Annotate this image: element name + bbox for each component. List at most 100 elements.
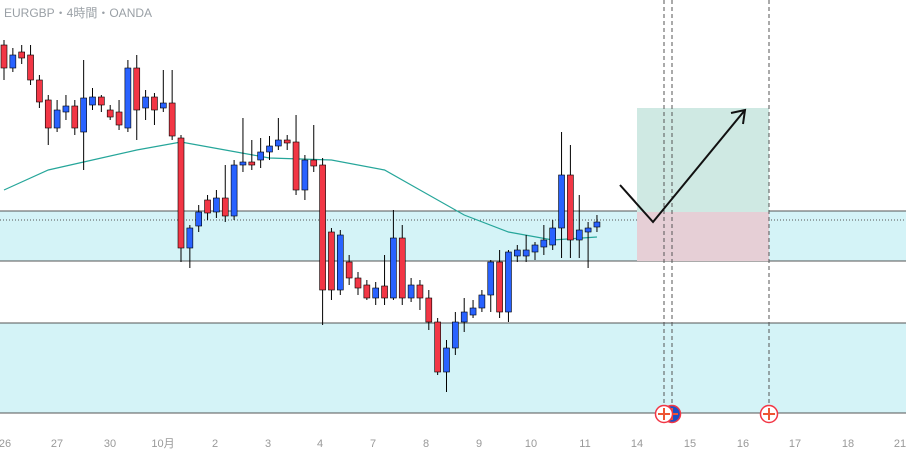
candle-body — [310, 159, 318, 167]
candle — [407, 278, 415, 302]
candle-body — [230, 164, 238, 217]
candle — [62, 95, 70, 120]
candle — [257, 138, 264, 168]
candle-body — [221, 197, 229, 217]
candle-body — [44, 99, 52, 129]
candle — [195, 205, 202, 232]
x-axis-tick-label: 3 — [265, 438, 271, 450]
candle-body — [62, 105, 70, 113]
candle-body — [257, 151, 264, 161]
candle-body — [478, 294, 486, 309]
candle — [398, 225, 406, 305]
candle — [53, 100, 61, 132]
candle — [567, 145, 574, 258]
candle — [575, 195, 583, 258]
x-axis-tick-label: 18 — [842, 438, 854, 450]
candle — [469, 300, 477, 318]
forecast-arrow — [619, 109, 746, 224]
flag-cross — [763, 408, 775, 420]
candle-body — [204, 199, 211, 214]
candle-body — [416, 284, 424, 299]
x-axis-tick-label: 17 — [789, 438, 801, 450]
candle-body — [239, 161, 247, 166]
candle-body — [575, 229, 583, 241]
candle-body — [522, 249, 530, 257]
x-axis-tick-label: 30 — [104, 438, 116, 450]
candle-body — [301, 159, 309, 191]
candle — [549, 220, 557, 250]
candle-body — [89, 96, 96, 106]
candle — [452, 312, 459, 355]
x-axis-tick-label: 16 — [737, 438, 749, 450]
candle — [425, 290, 433, 330]
candle — [283, 135, 291, 150]
candle — [513, 245, 521, 262]
candle — [593, 215, 601, 232]
candle — [558, 132, 565, 258]
candle — [336, 230, 344, 295]
candle — [168, 70, 176, 140]
arrow-head-icon — [730, 108, 747, 125]
candle-body — [80, 97, 87, 133]
candle — [106, 105, 114, 120]
candle-body — [18, 51, 26, 59]
candle — [36, 75, 43, 108]
candle-body — [71, 105, 79, 129]
candle — [18, 45, 26, 64]
candle-body — [567, 174, 574, 241]
candle — [460, 298, 468, 332]
candle — [230, 160, 238, 220]
candle — [478, 290, 486, 312]
candle-body — [513, 249, 521, 257]
x-axis-tick-label: 15 — [684, 438, 696, 450]
candle — [584, 222, 592, 268]
candle-body — [115, 111, 123, 126]
candle — [275, 118, 282, 150]
flag-cross — [658, 408, 670, 420]
candle — [27, 45, 34, 85]
candle-body — [452, 321, 459, 349]
candle — [248, 140, 256, 170]
candle — [531, 242, 539, 260]
candle — [505, 250, 512, 322]
candle — [9, 48, 17, 72]
x-axis-tick-label: 21 — [894, 438, 906, 450]
candle — [266, 136, 273, 160]
candle — [239, 118, 247, 172]
x-axis-tick-label: 10月 — [151, 438, 174, 450]
candle-body — [142, 96, 149, 109]
candle — [487, 260, 495, 312]
x-axis-tick-label: 10 — [525, 438, 537, 450]
candle-body — [266, 145, 273, 153]
candle-body — [160, 102, 167, 109]
x-axis-tick-label: 7 — [370, 438, 376, 450]
candle — [133, 55, 141, 140]
candle-body — [53, 109, 61, 129]
x-axis-tick-label: 8 — [423, 438, 429, 450]
x-axis-tick-label: 27 — [51, 438, 63, 450]
candle-body — [381, 285, 388, 299]
chart-title: EURGBP・4時間・OANDA — [4, 6, 153, 20]
candle — [381, 255, 388, 305]
candle-body — [549, 227, 557, 246]
candle — [160, 70, 167, 112]
candle-body — [460, 311, 468, 323]
candle-body — [292, 141, 300, 191]
candle — [186, 225, 194, 268]
candle — [221, 165, 229, 222]
candle-body — [213, 197, 220, 213]
candle-body — [584, 227, 592, 233]
candle — [434, 318, 441, 375]
candle-body — [283, 139, 291, 144]
uk-flag-event-icon — [654, 404, 674, 424]
candle-body — [151, 96, 158, 111]
x-axis-tick-label: 11 — [579, 438, 590, 450]
candle — [0, 40, 8, 80]
candle — [416, 280, 424, 310]
candle — [292, 115, 300, 195]
candle-body — [372, 287, 380, 299]
candle-body — [487, 261, 495, 296]
candle-body — [469, 307, 477, 316]
candle-body — [540, 239, 548, 248]
